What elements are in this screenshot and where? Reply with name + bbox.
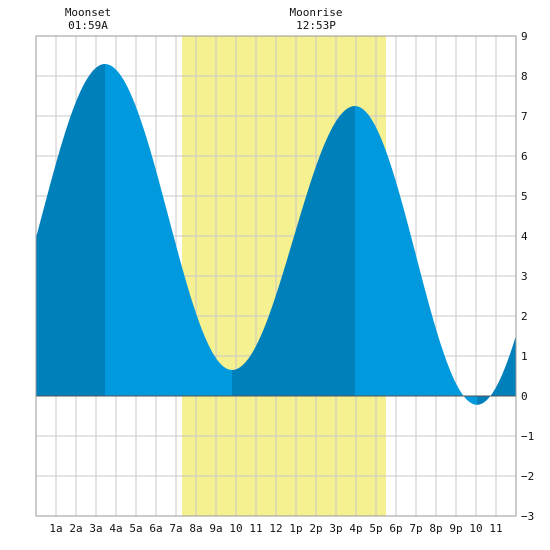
x-tick-label: 3p: [329, 522, 342, 535]
y-tick-label: 6: [521, 150, 528, 163]
rising-tide-segment: [477, 335, 516, 405]
x-tick-label: 12: [269, 522, 282, 535]
x-tick-label: 10: [229, 522, 242, 535]
y-tick-label: 0: [521, 390, 528, 403]
x-tick-label: 6p: [389, 522, 402, 535]
y-tick-label: −3: [521, 510, 534, 523]
x-tick-label: 4p: [349, 522, 362, 535]
falling-tide-segment: [355, 106, 477, 405]
x-tick-label: 11: [489, 522, 502, 535]
x-tick-label: 1p: [289, 522, 302, 535]
y-tick-label: 2: [521, 310, 528, 323]
tide-area: [36, 64, 516, 405]
x-tick-label: 11: [249, 522, 262, 535]
x-tick-label: 8a: [189, 522, 202, 535]
x-tick-label: 10: [469, 522, 482, 535]
x-tick-label: 7p: [409, 522, 422, 535]
y-tick-label: −1: [521, 430, 534, 443]
y-tick-label: 5: [521, 190, 528, 203]
x-tick-label: 2a: [69, 522, 82, 535]
y-tick-label: 8: [521, 70, 528, 83]
rising-tide-segment: [232, 106, 355, 396]
y-axis-labels: −3 −2 −1 0 1 2 3 4 5 6 7 8 9: [521, 30, 534, 523]
y-tick-label: −2: [521, 470, 534, 483]
x-tick-label: 5p: [369, 522, 382, 535]
x-tick-label: 7a: [169, 522, 182, 535]
x-tick-label: 6a: [149, 522, 162, 535]
x-tick-label: 4a: [109, 522, 122, 535]
plot-border: [35, 35, 517, 517]
moonset-label: Moonset: [65, 6, 111, 19]
moonrise-label: Moonrise: [290, 6, 343, 19]
x-axis-labels: 1a 2a 3a 4a 5a 6a 7a 8a 9a 10 11 12 1p 2p 3p 4p 5p 6p 7p 8p…: [49, 522, 502, 535]
x-tick-label: 1a: [49, 522, 62, 535]
y-tick-label: 4: [521, 230, 528, 243]
x-tick-label: 9a: [209, 522, 222, 535]
x-tick-label: 3a: [89, 522, 102, 535]
x-tick-label: 9p: [449, 522, 462, 535]
moonset-time: 01:59A: [68, 19, 108, 32]
x-tick-label: 5a: [129, 522, 142, 535]
y-tick-label: 7: [521, 110, 528, 123]
moonrise-time: 12:53P: [296, 19, 336, 32]
y-tick-label: 1: [521, 350, 528, 363]
x-tick-label: 8p: [429, 522, 442, 535]
rising-tide-segment: [36, 64, 105, 396]
falling-tide-segment: [105, 64, 232, 396]
y-tick-label: 9: [521, 30, 528, 43]
x-tick-label: 2p: [309, 522, 322, 535]
moon-events: Moonset 01:59A Moonrise 12:53P: [65, 6, 343, 32]
y-tick-label: 3: [521, 270, 528, 283]
